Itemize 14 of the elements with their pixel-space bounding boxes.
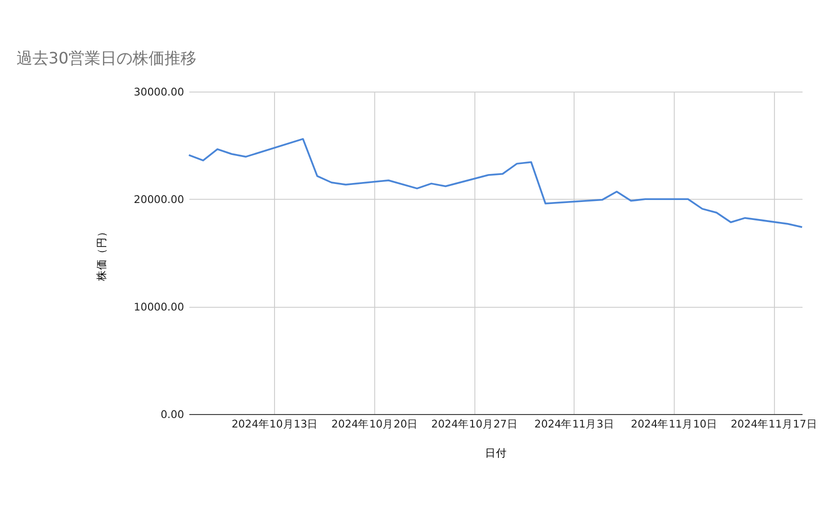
x-axis-title: 日付: [484, 448, 507, 460]
x-tick-label: 2024年10月13日: [232, 418, 318, 431]
y-tick-label: 10000.00: [134, 302, 184, 314]
y-tick-label: 0.00: [160, 409, 184, 422]
x-tick-label: 2024年10月27日: [431, 418, 518, 431]
chart-title: 過去30営業日の株価推移: [16, 48, 197, 68]
y-tick-label: 20000.00: [134, 194, 184, 206]
y-tick-label: 30000.00: [134, 86, 184, 99]
x-tick-label: 2024年11月10日: [630, 418, 718, 431]
x-tick-label: 2024年10月20日: [331, 418, 418, 431]
x-tick-label: 2024年11月3日: [534, 418, 614, 431]
y-axis-title: 株価（円）: [94, 226, 108, 282]
line-series: [188, 138, 803, 228]
x-tick-label: 2024年11月17日: [730, 418, 818, 431]
